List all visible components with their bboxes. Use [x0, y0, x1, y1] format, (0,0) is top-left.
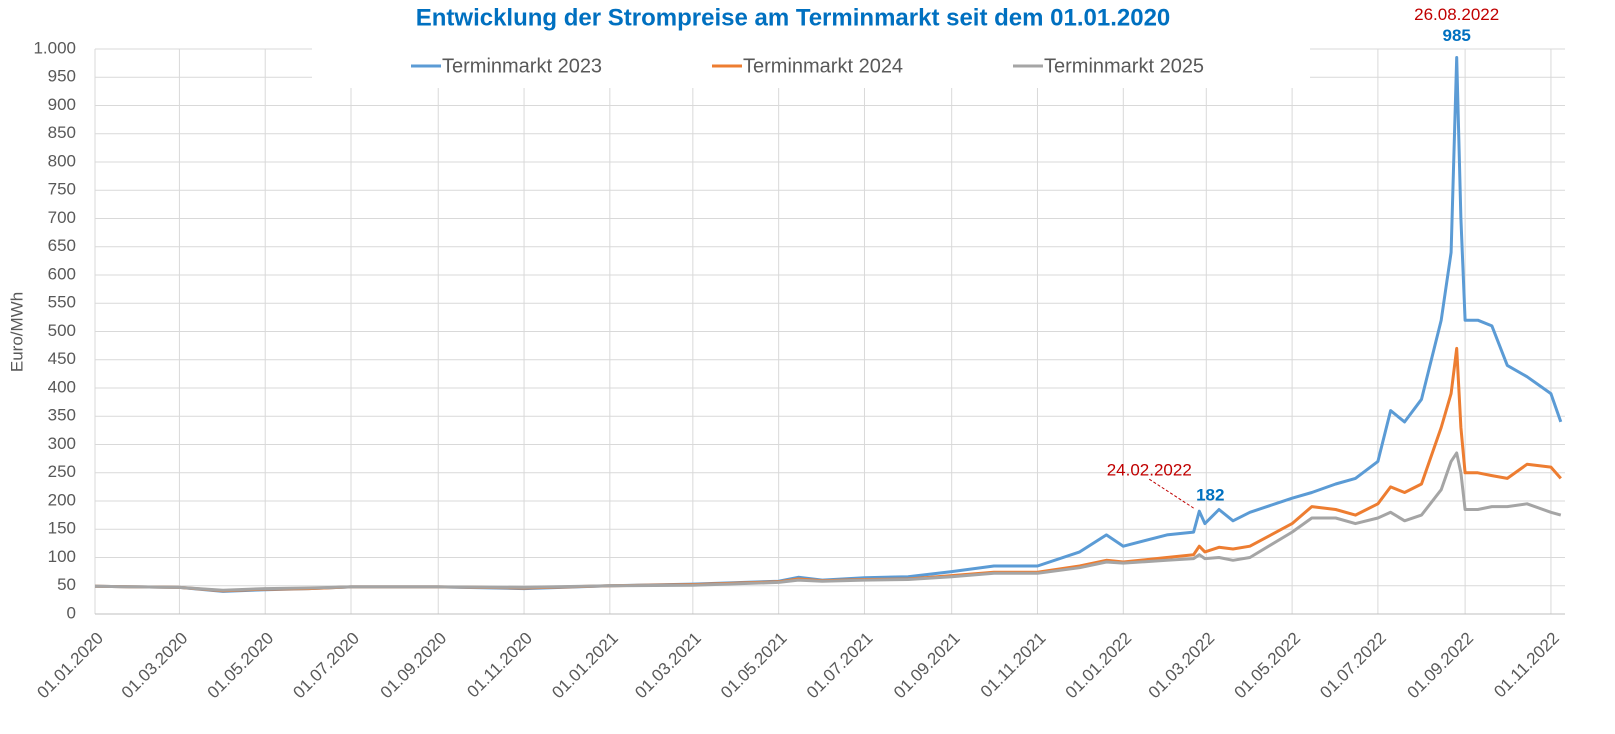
- y-axis-label: Euro/MWh: [7, 292, 26, 372]
- x-tick-label: 01.01.2021: [548, 629, 622, 703]
- y-tick-label: 1.000: [33, 38, 76, 57]
- x-tick-label: 01.11.2021: [977, 629, 1050, 702]
- legend-background: [312, 46, 1310, 88]
- x-tick-label: 01.01.2020: [33, 629, 107, 703]
- annotation-leader: [1148, 478, 1196, 510]
- y-tick-label: 500: [48, 321, 76, 340]
- x-tick-label: 01.09.2020: [377, 629, 451, 703]
- legend-label: Terminmarkt 2024: [743, 55, 903, 77]
- x-tick-label: 01.05.2021: [717, 629, 791, 703]
- legend-label: Terminmarkt 2025: [1044, 55, 1204, 77]
- x-tick-label: 01.03.2022: [1145, 629, 1219, 703]
- y-tick-label: 950: [48, 67, 76, 86]
- y-tick-label: 900: [48, 95, 76, 114]
- x-tick-label: 01.03.2020: [118, 629, 192, 703]
- y-tick-label: 400: [48, 377, 76, 396]
- x-tick-label: 01.07.2022: [1316, 629, 1390, 703]
- x-tick-label: 01.03.2021: [631, 629, 705, 703]
- x-tick-label: 01.09.2022: [1404, 629, 1478, 703]
- y-tick-label: 350: [48, 406, 76, 425]
- x-tick-label: 01.11.2022: [1490, 629, 1563, 702]
- y-tick-label: 850: [48, 123, 76, 142]
- x-tick-label: 01.09.2021: [890, 629, 964, 703]
- annotation-value: 182: [1196, 486, 1224, 505]
- y-tick-label: 200: [48, 490, 76, 509]
- x-tick-label: 01.11.2020: [463, 629, 536, 702]
- y-tick-label: 650: [48, 236, 76, 255]
- y-tick-label: 800: [48, 151, 76, 170]
- annotation-value: 985: [1442, 26, 1470, 45]
- y-tick-label: 550: [48, 293, 76, 312]
- y-tick-label: 300: [48, 434, 76, 453]
- y-tick-label: 0: [67, 603, 76, 622]
- x-tick-label: 01.01.2022: [1062, 629, 1136, 703]
- x-tick-label: 01.07.2021: [803, 629, 877, 703]
- series-line: [94, 451, 1562, 592]
- y-tick-label: 50: [57, 575, 76, 594]
- x-tick-label: 01.05.2020: [204, 629, 278, 703]
- y-tick-label: 700: [48, 208, 76, 227]
- series-line: [94, 346, 1562, 593]
- legend-label: Terminmarkt 2023: [442, 55, 602, 77]
- grid: [94, 48, 1565, 615]
- annotation-date: 26.08.2022: [1414, 5, 1499, 24]
- y-tick-label: 150: [48, 519, 76, 538]
- y-tick-label: 450: [48, 349, 76, 368]
- y-tick-label: 250: [48, 462, 76, 481]
- x-tick-label: 01.07.2020: [289, 629, 363, 703]
- x-tick-label: 01.05.2022: [1230, 629, 1304, 703]
- y-tick-label: 100: [48, 547, 76, 566]
- chart-title: Entwicklung der Strompreise am Terminmar…: [416, 4, 1171, 31]
- annotation-date: 24.02.2022: [1107, 461, 1192, 480]
- y-tick-label: 600: [48, 264, 76, 283]
- y-tick-label: 750: [48, 180, 76, 199]
